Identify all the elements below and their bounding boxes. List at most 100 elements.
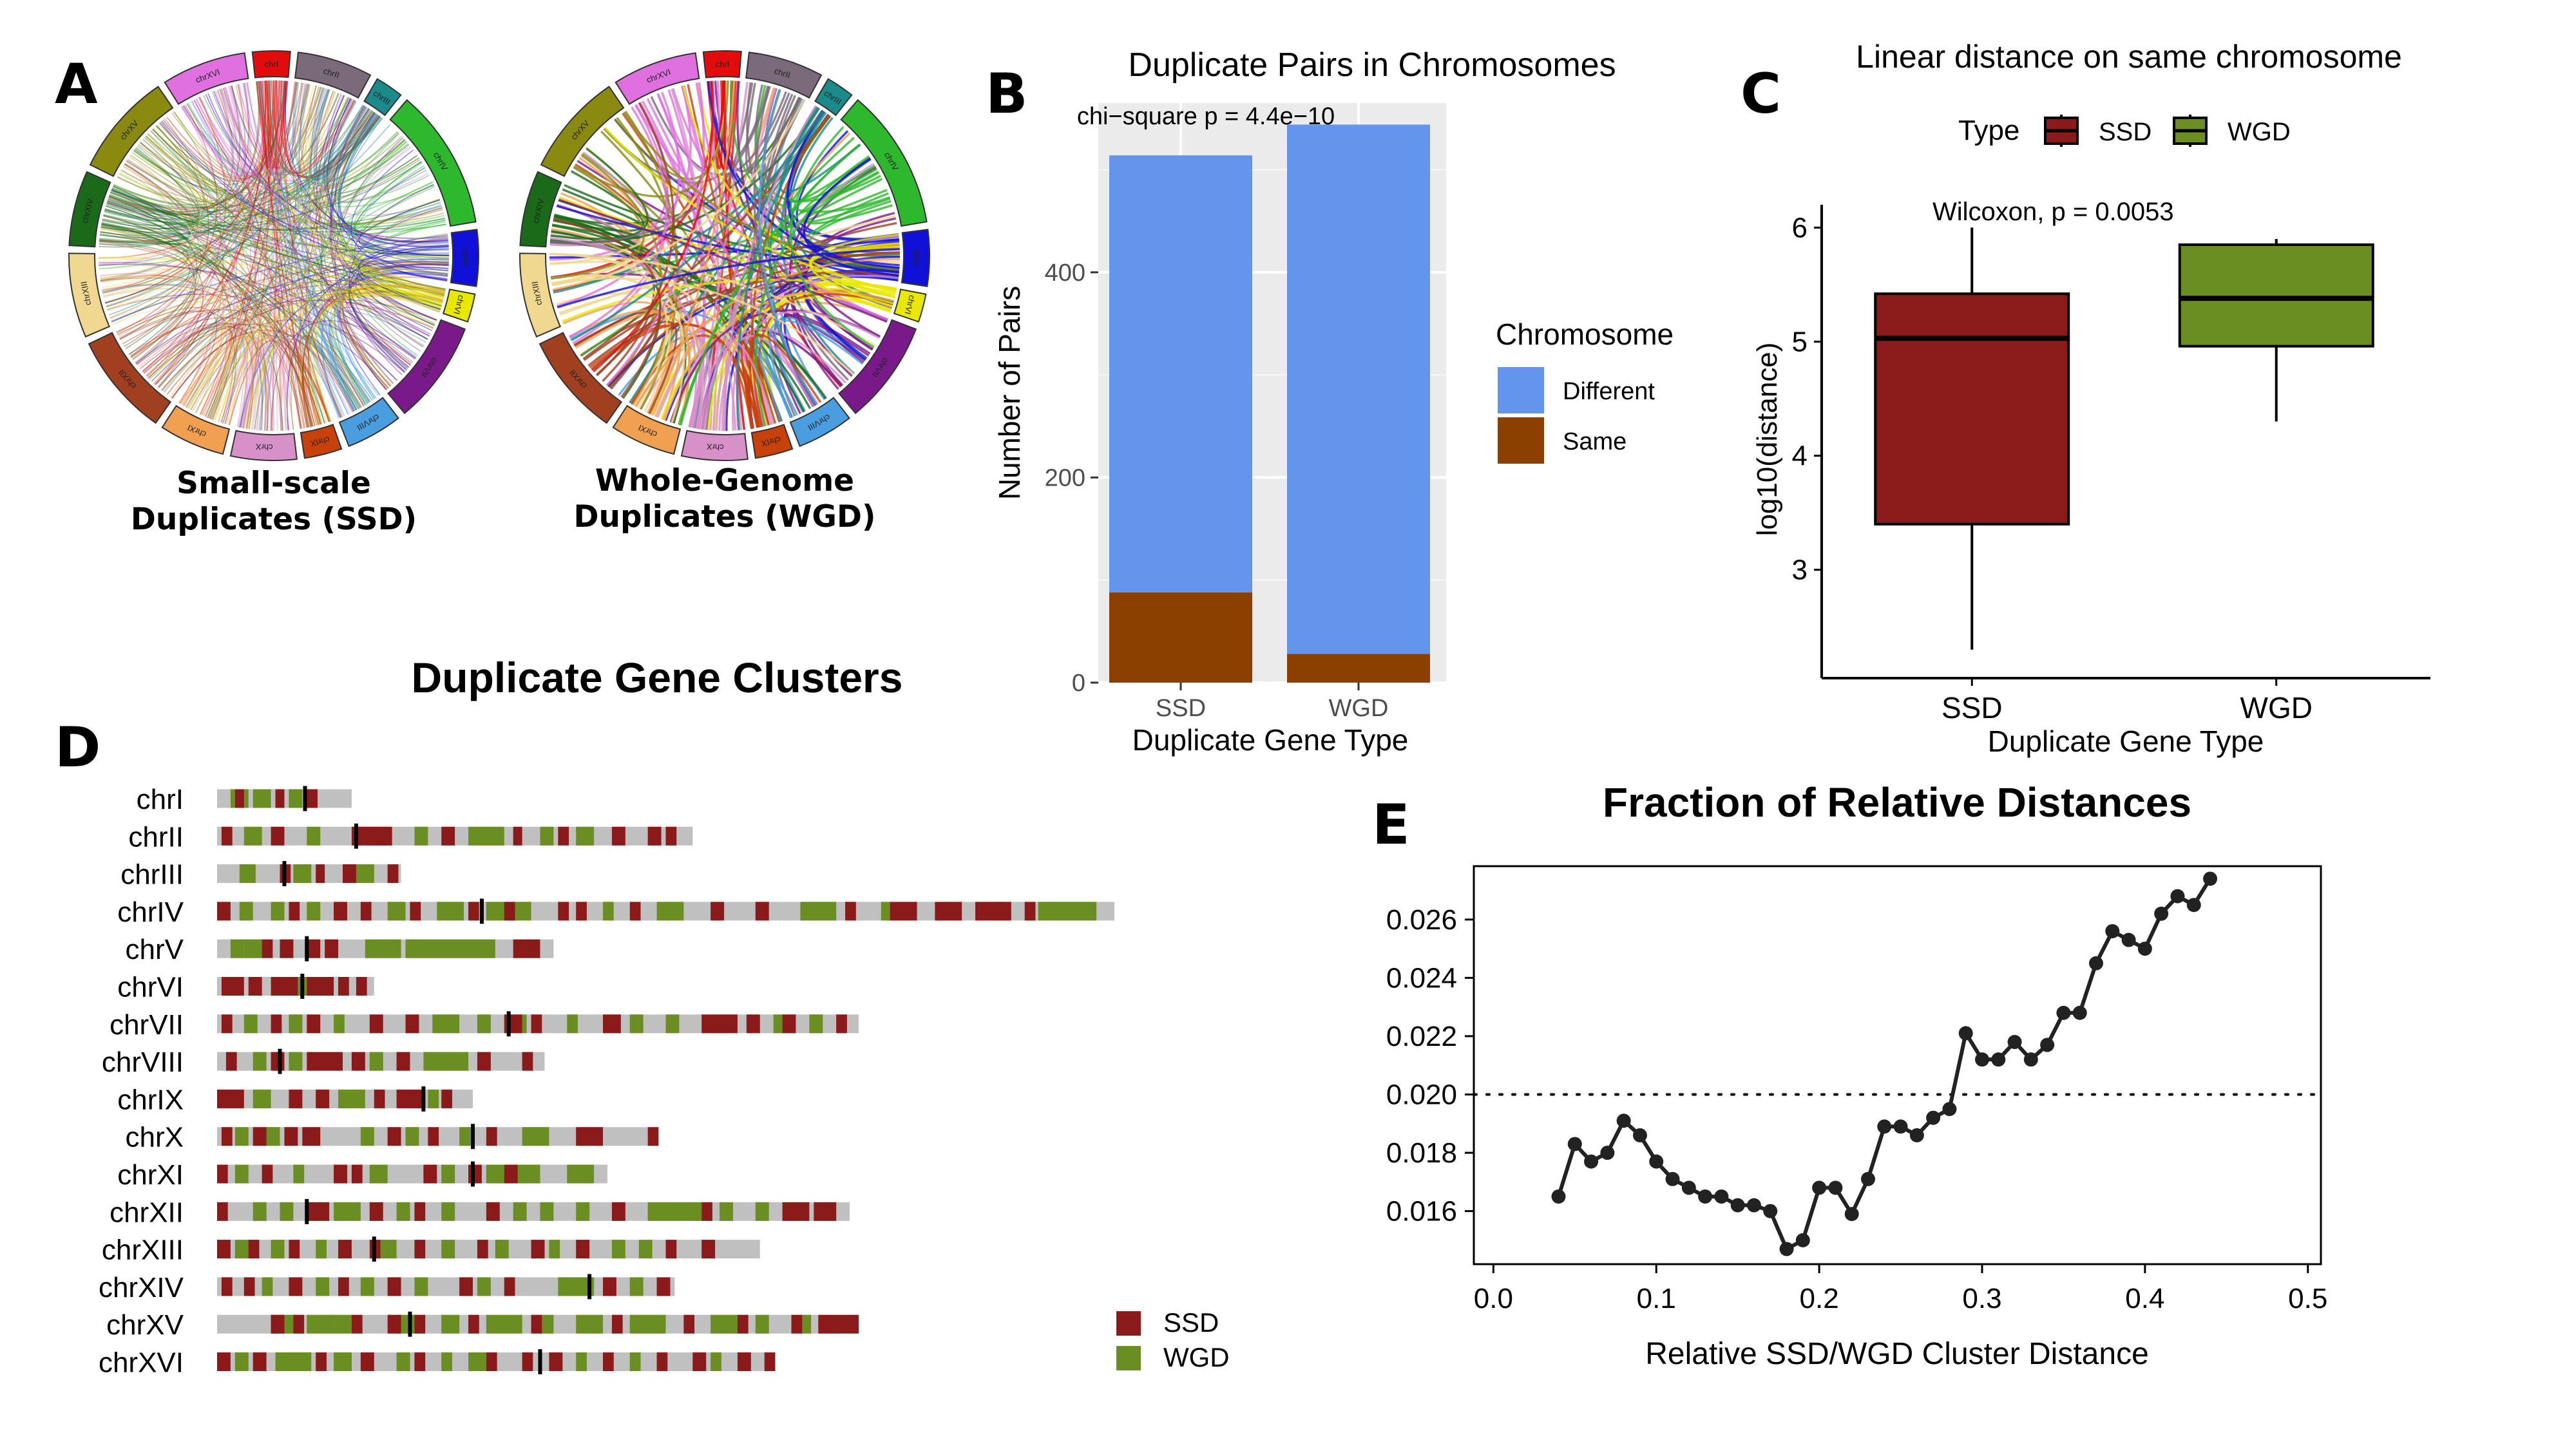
chart-e-point (1795, 1233, 1810, 1247)
circos-link (133, 86, 321, 191)
circos-link (171, 80, 271, 178)
circos-link (291, 184, 434, 430)
circos-link (552, 99, 805, 291)
wgd-cluster-segment (540, 826, 554, 846)
wgd-cluster-segment (243, 1014, 258, 1034)
ssd-cluster-segment (387, 1314, 401, 1334)
circos-link (156, 125, 370, 403)
circos-link (103, 86, 321, 297)
circos-chrom-label-chrV: chrV (461, 249, 470, 267)
circos-link (140, 142, 392, 386)
circos-link (327, 98, 449, 247)
circos-link (276, 80, 448, 242)
wgd-cluster-segment (441, 1164, 455, 1184)
ssd-cluster-segment (1024, 902, 1036, 921)
circos-link (264, 80, 288, 169)
wgd-cluster-segment (437, 902, 464, 921)
chart-e-point (2105, 923, 2120, 938)
circos-link (360, 260, 449, 281)
circos-link (332, 105, 441, 310)
circos-link (258, 80, 442, 307)
circos-link (272, 80, 356, 175)
wgd-cluster-segment (275, 1352, 312, 1371)
circos-link (558, 198, 888, 323)
circos-link (353, 162, 449, 245)
circos-link (130, 87, 238, 357)
circos-link (107, 200, 443, 231)
circos-link (143, 325, 254, 430)
ssd-cluster-segment (221, 826, 233, 846)
circos-link (285, 274, 448, 431)
circos-link (100, 275, 196, 357)
circos-link (124, 164, 202, 360)
chart-e-point (1828, 1180, 1843, 1195)
circos-link (682, 85, 897, 293)
circos-link (305, 109, 371, 424)
circos-link (214, 290, 443, 421)
circos-link (278, 80, 289, 431)
ssd-cluster-segment (316, 864, 325, 884)
circos-link (256, 81, 309, 170)
chart-e-plot-frame (1473, 865, 2322, 1265)
circos-link (247, 286, 445, 430)
circos-link (135, 84, 246, 363)
chrom-row-label: chrX (126, 1122, 184, 1153)
circos-link (342, 287, 444, 387)
wgd-cluster-segment (253, 1089, 271, 1108)
circos-link (99, 234, 189, 306)
circos-link (145, 136, 444, 225)
circos-link (358, 238, 448, 321)
wgd-cluster-segment (334, 1314, 352, 1334)
chrom-row-chrIII: chrIII (120, 859, 401, 891)
ssd-cluster-segment (782, 1202, 810, 1221)
circos-link (100, 277, 331, 422)
circos-link (314, 95, 376, 181)
circos-link (220, 339, 253, 428)
ssd-cluster-segment (387, 864, 399, 884)
circos-link (104, 142, 409, 224)
circos-link (315, 90, 418, 194)
wgd-cluster-segment (576, 1314, 603, 1334)
circos-link (222, 85, 252, 424)
circos-link (267, 80, 349, 415)
circos-link (304, 88, 358, 411)
circos-link (324, 96, 444, 300)
ssd-cluster-segment (486, 1202, 500, 1221)
ssd-cluster-segment (217, 1164, 228, 1184)
chart-b-legend-key-same (1498, 417, 1544, 464)
ssd-cluster-segment (284, 1127, 298, 1146)
chrom-row-label: chrIX (117, 1084, 184, 1115)
circos-link (334, 108, 448, 276)
chrom-row-label: chrXI (117, 1159, 184, 1191)
circos-link (307, 284, 446, 426)
circos-link (122, 279, 446, 345)
circos-link (220, 88, 289, 431)
ssd-cluster-segment (737, 1314, 749, 1334)
chart-e-ytick-label: 0.022 (1386, 1021, 1457, 1052)
circos-link (256, 81, 316, 426)
wgd-cluster-segment (414, 1277, 428, 1296)
circos-link (271, 80, 375, 178)
circos-link (111, 80, 285, 209)
circos-link (186, 103, 321, 425)
ssd-cluster-segment (271, 1052, 285, 1071)
circos-link (359, 260, 449, 307)
circos-link (119, 121, 209, 340)
circos-link (101, 222, 189, 294)
circos-link (300, 83, 449, 259)
wgd-cluster-segment (629, 1352, 641, 1371)
ssd-cluster-segment (356, 826, 392, 846)
ssd-cluster-segment (814, 1202, 837, 1221)
circos-link (162, 289, 444, 392)
ssd-cluster-segment (289, 1240, 300, 1259)
panel-label-c: C (1741, 62, 1781, 126)
circos-link (129, 317, 330, 422)
circos-link (99, 163, 194, 244)
circos-caption-wgd-line1: Whole-Genome (595, 463, 854, 498)
circos-link (325, 106, 391, 187)
ssd-cluster-segment (307, 1202, 330, 1221)
chart-b-ytick-label: 200 (1045, 464, 1085, 491)
chart-e-point (1730, 1198, 1745, 1213)
ssd-cluster-segment (701, 1240, 716, 1259)
ssd-cluster-segment (369, 1202, 383, 1221)
